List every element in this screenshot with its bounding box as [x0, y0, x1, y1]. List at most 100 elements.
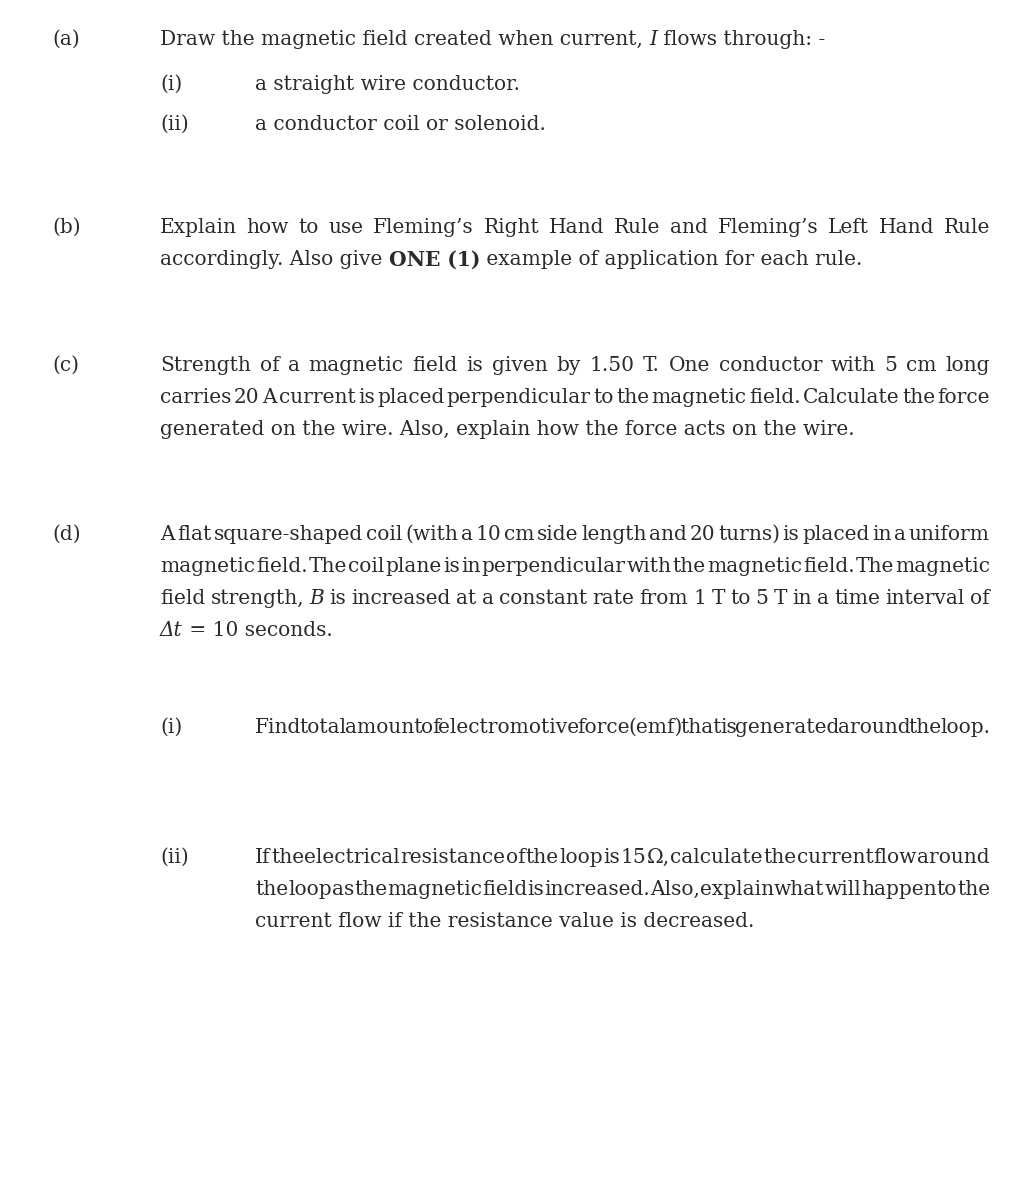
Text: is: is: [329, 589, 346, 608]
Text: magnetic: magnetic: [309, 356, 404, 374]
Text: ONE (1): ONE (1): [389, 250, 480, 270]
Text: Rule: Rule: [943, 218, 990, 236]
Text: will: will: [825, 880, 861, 899]
Text: (d): (d): [52, 526, 80, 544]
Text: to: to: [936, 880, 957, 899]
Text: is: is: [604, 848, 620, 866]
Text: perpendicular: perpendicular: [481, 557, 625, 576]
Text: a: a: [895, 526, 906, 544]
Text: coil: coil: [366, 526, 402, 544]
Text: 5: 5: [884, 356, 898, 374]
Text: a: a: [288, 356, 300, 374]
Text: Δt: Δt: [160, 622, 183, 640]
Text: with: with: [626, 557, 672, 576]
Text: magnetic: magnetic: [707, 557, 802, 576]
Text: that: that: [681, 718, 722, 737]
Text: as: as: [331, 880, 354, 899]
Text: Also,: Also,: [650, 880, 700, 899]
Text: (emf): (emf): [628, 718, 682, 737]
Text: current: current: [797, 848, 873, 866]
Text: calculate: calculate: [670, 848, 763, 866]
Text: placed: placed: [802, 526, 870, 544]
Text: resistance: resistance: [400, 848, 506, 866]
Text: the: the: [763, 848, 796, 866]
Text: Find: Find: [255, 718, 301, 737]
Text: (c): (c): [52, 356, 79, 374]
Text: a: a: [817, 589, 830, 608]
Text: given: given: [492, 356, 548, 374]
Text: amount: amount: [345, 718, 422, 737]
Text: flat: flat: [178, 526, 212, 544]
Text: (ii): (ii): [160, 848, 189, 866]
Text: Explain: Explain: [160, 218, 237, 236]
Text: is: is: [527, 880, 544, 899]
Text: Right: Right: [484, 218, 540, 236]
Text: carries: carries: [160, 388, 231, 407]
Text: field.: field.: [803, 557, 854, 576]
Text: the: the: [957, 880, 990, 899]
Text: field.: field.: [256, 557, 308, 576]
Text: flow: flow: [874, 848, 917, 866]
Text: cm: cm: [504, 526, 535, 544]
Text: (i): (i): [160, 74, 183, 94]
Text: Hand: Hand: [549, 218, 605, 236]
Text: = 10 seconds.: = 10 seconds.: [183, 622, 332, 640]
Text: T: T: [774, 589, 787, 608]
Text: uniform: uniform: [909, 526, 990, 544]
Text: generated on the wire. Also, explain how the force acts on the wire.: generated on the wire. Also, explain how…: [160, 420, 854, 439]
Text: B: B: [310, 589, 324, 608]
Text: (b): (b): [52, 218, 80, 236]
Text: in: in: [872, 526, 892, 544]
Text: to: to: [730, 589, 750, 608]
Text: to: to: [298, 218, 319, 236]
Text: constant: constant: [498, 589, 587, 608]
Text: 20: 20: [234, 388, 259, 407]
Text: the: the: [270, 848, 304, 866]
Text: of: of: [420, 718, 440, 737]
Text: the: the: [616, 388, 649, 407]
Text: electrical: electrical: [304, 848, 400, 866]
Text: square-shaped: square-shaped: [215, 526, 363, 544]
Text: force: force: [578, 718, 631, 737]
Text: interval: interval: [885, 589, 965, 608]
Text: current: current: [279, 388, 356, 407]
Text: T: T: [711, 589, 724, 608]
Text: the: the: [255, 880, 288, 899]
Text: Calculate: Calculate: [803, 388, 900, 407]
Text: explain: explain: [700, 880, 774, 899]
Text: at: at: [456, 589, 477, 608]
Text: from: from: [639, 589, 688, 608]
Text: 1: 1: [694, 589, 706, 608]
Text: The: The: [856, 557, 894, 576]
Text: increased.: increased.: [544, 880, 650, 899]
Text: a: a: [460, 526, 473, 544]
Text: cm: cm: [906, 356, 937, 374]
Text: strength,: strength,: [211, 589, 304, 608]
Text: to: to: [593, 388, 614, 407]
Text: Hand: Hand: [878, 218, 934, 236]
Text: current flow if the resistance value is decreased.: current flow if the resistance value is …: [255, 912, 754, 931]
Text: The: The: [309, 557, 347, 576]
Text: placed: placed: [377, 388, 445, 407]
Text: a: a: [482, 589, 493, 608]
Text: turns): turns): [718, 526, 780, 544]
Text: 10: 10: [476, 526, 502, 544]
Text: the: the: [673, 557, 706, 576]
Text: the: the: [354, 880, 387, 899]
Text: Rule: Rule: [614, 218, 660, 236]
Text: Left: Left: [828, 218, 869, 236]
Text: the: the: [526, 848, 559, 866]
Text: flows through: -: flows through: -: [657, 30, 826, 49]
Text: and: and: [649, 526, 687, 544]
Text: the: the: [909, 718, 942, 737]
Text: of: of: [260, 356, 280, 374]
Text: If: If: [255, 848, 270, 866]
Text: force: force: [937, 388, 990, 407]
Text: happen: happen: [861, 880, 936, 899]
Text: generated: generated: [736, 718, 840, 737]
Text: coil: coil: [348, 557, 385, 576]
Text: I: I: [649, 30, 657, 49]
Text: magnetic: magnetic: [387, 880, 482, 899]
Text: field: field: [482, 880, 527, 899]
Text: conductor: conductor: [718, 356, 823, 374]
